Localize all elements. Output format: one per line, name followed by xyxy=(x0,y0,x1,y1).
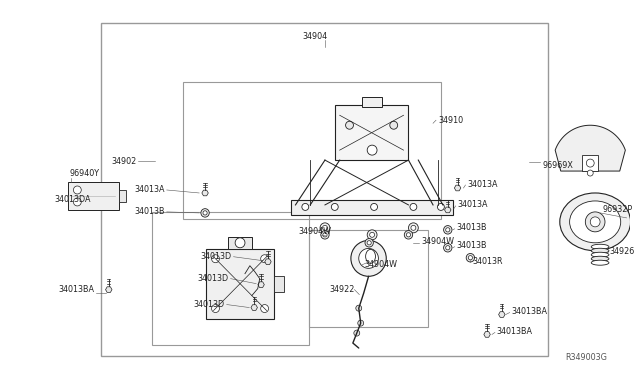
Circle shape xyxy=(212,305,220,312)
Polygon shape xyxy=(202,190,208,196)
Text: 34013D: 34013D xyxy=(194,300,225,309)
Circle shape xyxy=(371,203,378,211)
Ellipse shape xyxy=(591,248,609,253)
Circle shape xyxy=(74,186,81,194)
Circle shape xyxy=(586,159,594,167)
Text: 34013A: 34013A xyxy=(458,201,488,209)
Circle shape xyxy=(332,203,338,211)
Circle shape xyxy=(586,212,605,232)
Circle shape xyxy=(358,320,364,326)
Text: 34904W: 34904W xyxy=(364,260,397,269)
Polygon shape xyxy=(362,97,382,107)
Circle shape xyxy=(260,305,269,312)
Circle shape xyxy=(356,305,362,311)
Circle shape xyxy=(404,231,413,239)
Circle shape xyxy=(235,238,245,248)
Text: 34013A: 34013A xyxy=(467,180,498,189)
Polygon shape xyxy=(582,155,598,171)
Circle shape xyxy=(390,121,397,129)
Text: 34013B: 34013B xyxy=(456,223,487,232)
Polygon shape xyxy=(454,185,461,191)
Circle shape xyxy=(351,240,387,276)
Text: 96932P: 96932P xyxy=(602,205,632,214)
Polygon shape xyxy=(118,190,127,202)
Circle shape xyxy=(346,121,353,129)
Circle shape xyxy=(354,330,360,336)
Circle shape xyxy=(323,233,327,237)
Circle shape xyxy=(444,225,452,234)
Circle shape xyxy=(365,238,373,247)
Circle shape xyxy=(359,248,378,268)
Text: 34013BA: 34013BA xyxy=(58,285,94,294)
Text: 34013DA: 34013DA xyxy=(55,195,92,205)
Text: 34013B: 34013B xyxy=(456,241,487,250)
Text: 34926: 34926 xyxy=(610,247,635,256)
Circle shape xyxy=(320,223,330,233)
Ellipse shape xyxy=(591,244,609,249)
Polygon shape xyxy=(265,259,271,264)
Ellipse shape xyxy=(591,260,609,265)
Polygon shape xyxy=(205,249,275,318)
Text: R349003G: R349003G xyxy=(565,353,607,362)
Text: 34922: 34922 xyxy=(330,285,355,294)
Circle shape xyxy=(445,228,450,232)
Polygon shape xyxy=(291,200,452,215)
Circle shape xyxy=(367,230,377,240)
Polygon shape xyxy=(499,312,505,317)
Polygon shape xyxy=(106,287,112,292)
Text: 34013R: 34013R xyxy=(472,257,503,266)
Circle shape xyxy=(302,203,308,211)
Polygon shape xyxy=(228,237,252,249)
Circle shape xyxy=(406,233,410,237)
Text: 34013B: 34013B xyxy=(134,208,164,217)
Text: 34904W: 34904W xyxy=(421,237,454,246)
Circle shape xyxy=(438,203,444,211)
Circle shape xyxy=(444,244,452,252)
Text: 34013D: 34013D xyxy=(200,252,232,261)
Circle shape xyxy=(260,255,269,263)
Circle shape xyxy=(321,231,329,239)
Text: 34904W: 34904W xyxy=(298,227,332,236)
Circle shape xyxy=(408,223,419,233)
Polygon shape xyxy=(258,282,264,288)
Text: 34910: 34910 xyxy=(438,116,463,125)
Circle shape xyxy=(370,232,374,237)
Polygon shape xyxy=(484,331,490,337)
Circle shape xyxy=(588,170,593,176)
Ellipse shape xyxy=(570,201,621,243)
Circle shape xyxy=(590,217,600,227)
Ellipse shape xyxy=(560,193,630,251)
Polygon shape xyxy=(275,276,284,292)
Circle shape xyxy=(323,225,328,230)
Text: 34013BA: 34013BA xyxy=(497,327,533,336)
Ellipse shape xyxy=(591,256,609,261)
Polygon shape xyxy=(335,105,408,160)
Polygon shape xyxy=(445,207,451,213)
Text: 34013A: 34013A xyxy=(134,186,164,195)
Circle shape xyxy=(466,253,474,262)
Text: 34013BA: 34013BA xyxy=(511,307,548,316)
Circle shape xyxy=(445,246,450,250)
Polygon shape xyxy=(67,182,118,210)
Circle shape xyxy=(74,198,81,206)
Polygon shape xyxy=(251,305,257,310)
Text: 96940Y: 96940Y xyxy=(70,169,99,177)
Text: 34902: 34902 xyxy=(111,157,136,166)
Circle shape xyxy=(411,225,416,230)
Ellipse shape xyxy=(591,252,609,257)
Text: 34904: 34904 xyxy=(302,32,328,41)
Circle shape xyxy=(203,211,207,215)
Polygon shape xyxy=(555,125,625,171)
Circle shape xyxy=(212,255,220,263)
Ellipse shape xyxy=(365,249,376,263)
Circle shape xyxy=(367,241,371,245)
Circle shape xyxy=(367,145,377,155)
Circle shape xyxy=(468,256,472,260)
Text: 96969X: 96969X xyxy=(542,161,573,170)
Circle shape xyxy=(410,203,417,211)
Circle shape xyxy=(201,209,209,217)
Text: 34013D: 34013D xyxy=(198,274,228,283)
